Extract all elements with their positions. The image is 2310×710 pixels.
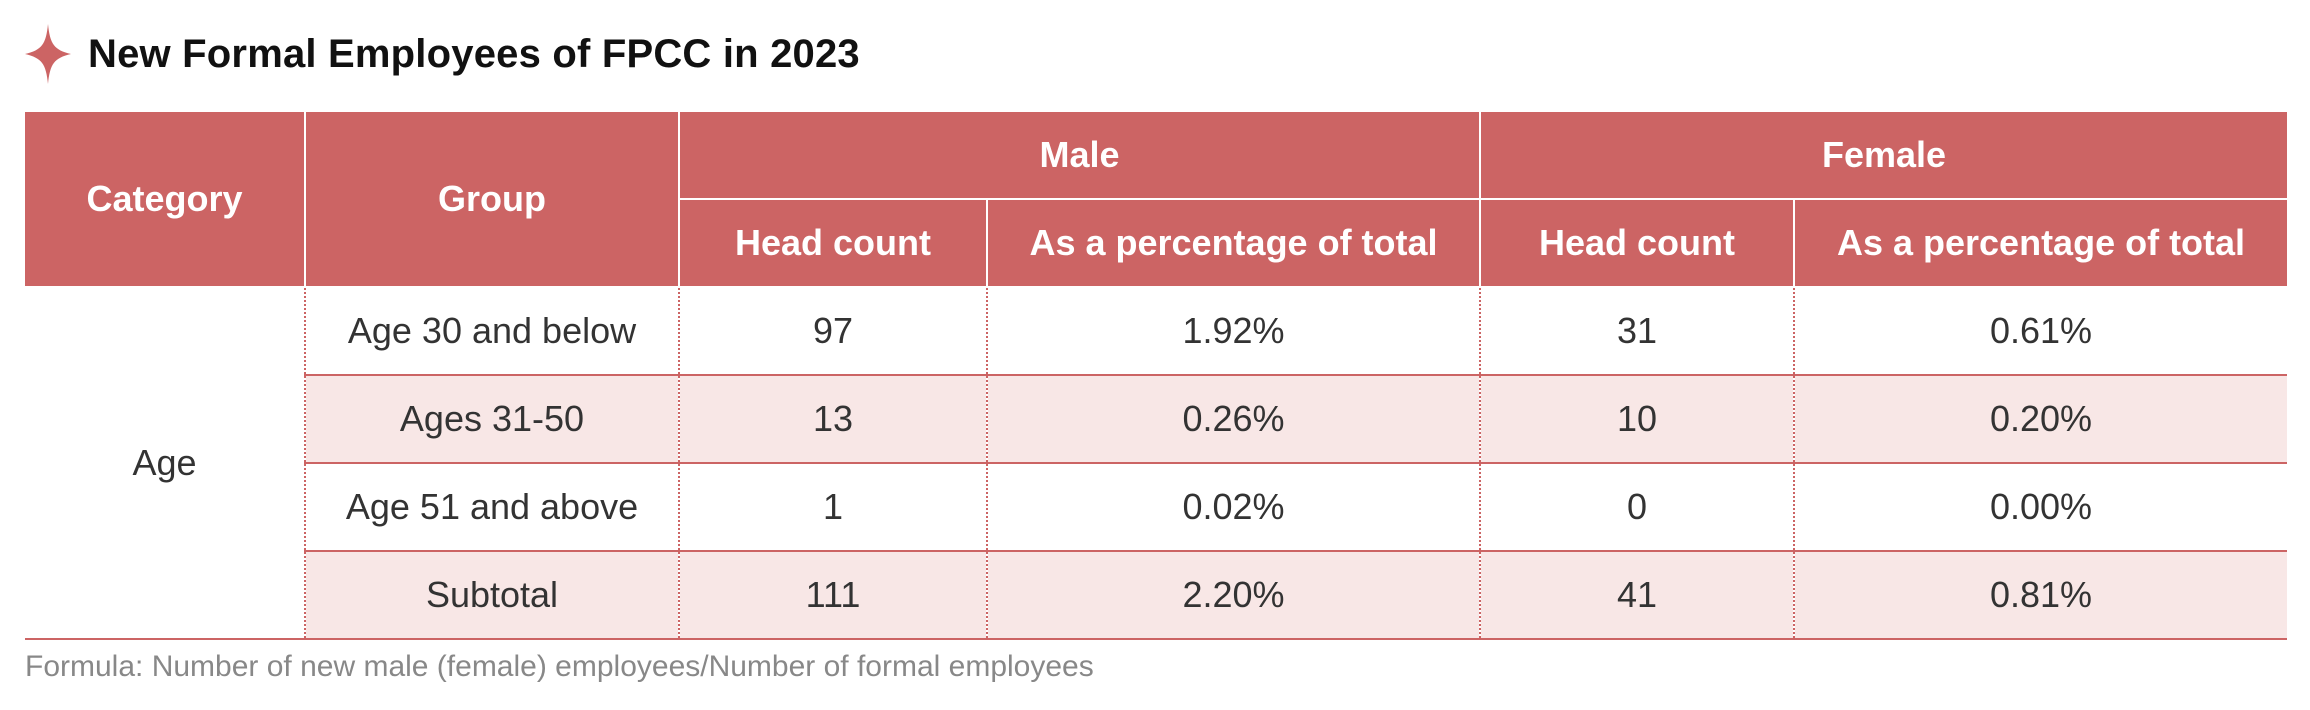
- female-count-cell: 0: [1479, 463, 1796, 552]
- subtotal-row: Subtotal 111 2.20% 41 0.81%: [25, 551, 2288, 640]
- category-cell: Age: [25, 287, 306, 640]
- header-group: Group: [304, 112, 680, 288]
- group-cell: Subtotal: [304, 551, 680, 640]
- male-percentage-cell: 0.02%: [985, 463, 1482, 552]
- header-female-percentage: As a percentage of total: [1793, 198, 2288, 288]
- female-count-cell: 41: [1479, 551, 1796, 640]
- male-count-cell: 1: [678, 463, 988, 552]
- female-percentage-cell: 0.00%: [1793, 463, 2288, 552]
- formula-note: Formula: Number of new male (female) emp…: [25, 650, 1094, 683]
- male-percentage-cell: 2.20%: [985, 551, 1482, 640]
- female-percentage-cell: 0.61%: [1793, 287, 2288, 376]
- group-cell: Age 30 and below: [304, 287, 680, 376]
- table-title: New Formal Employees of FPCC in 2023: [88, 31, 860, 76]
- table-row: Ages 31-50 13 0.26% 10 0.20%: [25, 375, 2288, 464]
- employees-table: Category Group Male Female Head count As…: [25, 112, 2288, 640]
- table-row: Age 51 and above 1 0.02% 0 0.00%: [25, 463, 2288, 552]
- male-percentage-cell: 1.92%: [985, 287, 1482, 376]
- male-count-cell: 13: [678, 375, 988, 464]
- female-percentage-cell: 0.20%: [1793, 375, 2288, 464]
- table-row: Age Age 30 and below 97 1.92% 31 0.61%: [25, 287, 2288, 640]
- male-count-cell: 111: [678, 551, 988, 640]
- group-cell: Age 51 and above: [304, 463, 680, 552]
- title-row: New Formal Employees of FPCC in 2023: [22, 22, 860, 86]
- header-male: Male: [677, 112, 1482, 200]
- male-count-cell: 97: [678, 287, 988, 376]
- header-male-head-count: Head count: [679, 198, 988, 288]
- header-male-percentage: As a percentage of total: [985, 198, 1482, 288]
- female-percentage-cell: 0.81%: [1793, 551, 2288, 640]
- male-percentage-cell: 0.26%: [985, 375, 1482, 464]
- header-female-head-count: Head count: [1479, 198, 1796, 288]
- female-count-cell: 31: [1479, 287, 1796, 376]
- header-female: Female: [1479, 112, 2288, 200]
- group-cell: Ages 31-50: [304, 375, 680, 464]
- four-point-star-icon: [22, 22, 74, 86]
- header-category: Category: [25, 112, 306, 288]
- female-count-cell: 10: [1479, 375, 1796, 464]
